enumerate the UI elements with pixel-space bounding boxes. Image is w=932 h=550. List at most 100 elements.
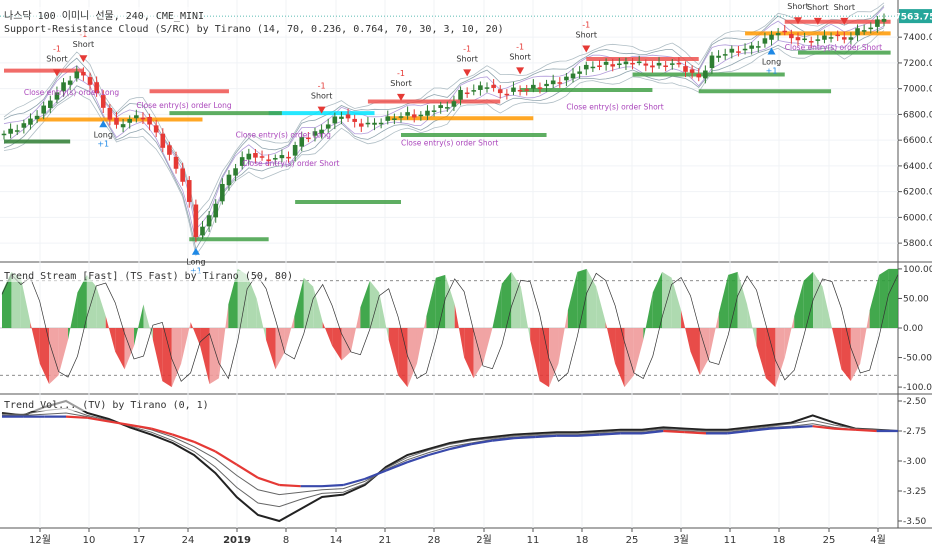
candle-body — [650, 65, 655, 68]
candle-body — [603, 61, 609, 65]
trend-vol-main-line — [535, 434, 557, 439]
trend-vol-series — [1, 399, 899, 523]
candle-body — [544, 83, 549, 87]
candle-body — [173, 156, 179, 169]
sr-levels — [4, 19, 891, 242]
candle-body — [186, 180, 192, 202]
candle-body — [167, 145, 172, 155]
short-arrow-icon — [79, 55, 88, 63]
signal-label: Short — [46, 54, 67, 63]
order-annotation: Close entry(s) order Short — [242, 159, 339, 168]
signal-delta: +1 — [97, 139, 109, 148]
symbol-legend[interactable]: 나스닥 100 이미니 선물, 240, CME_MINI — [4, 7, 205, 22]
candle-body — [709, 55, 715, 69]
trend-stream-area — [341, 328, 351, 361]
order-annotation: Close entry(s) order Short — [401, 138, 498, 147]
signal-delta: -1 — [582, 21, 590, 30]
candle-body — [808, 41, 814, 43]
trend-stream-area — [690, 328, 700, 376]
candle-body — [736, 51, 741, 53]
candle-body — [94, 82, 99, 94]
candle-body — [292, 144, 298, 156]
candle-body — [610, 64, 616, 67]
trend-stream-area — [369, 280, 380, 328]
trend-stream-signal-line — [1, 272, 899, 382]
tv-indicator-legend[interactable]: Trend Vol... (TV) by Tirano (0, 1) — [4, 400, 209, 411]
candle-body — [855, 28, 860, 36]
trend-vol-line — [2, 412, 898, 496]
candle-body — [517, 89, 523, 92]
trend-stream-area — [794, 280, 804, 328]
ts-indicator-legend[interactable]: Trend Stream [Fast] (TS Fast) by Tirano … — [4, 271, 293, 282]
y-tick-label: 6600.00 — [903, 136, 932, 146]
trend-stream-area — [303, 277, 314, 328]
candle-body — [266, 159, 271, 161]
candle-body — [484, 87, 490, 89]
trend-vol-main-line — [449, 443, 472, 451]
x-tick-label: 17 — [133, 535, 146, 546]
short-arrow-icon — [582, 45, 591, 53]
trend-vol-main-line — [129, 423, 152, 430]
candle-body — [669, 63, 675, 65]
candle-body — [405, 112, 410, 116]
candle-body — [775, 33, 781, 36]
candle-body — [107, 107, 113, 120]
trend-stream-area — [558, 310, 568, 364]
trend-stream-area — [39, 328, 50, 385]
candle-body — [511, 87, 516, 92]
y-tick-label: 5800.00 — [903, 239, 932, 249]
trend-vol-main-line — [321, 483, 344, 488]
candle-body — [100, 95, 106, 108]
trend-stream-area — [549, 328, 559, 388]
trend-vol-main-line — [812, 425, 835, 430]
candle-body — [630, 62, 635, 65]
candle-body — [325, 124, 331, 129]
trend-vol-main-line — [727, 429, 749, 435]
candle-body — [815, 39, 821, 41]
candle-body — [358, 123, 364, 127]
candle-body — [253, 153, 258, 158]
candle-body — [795, 37, 801, 41]
candle-body — [352, 118, 357, 122]
short-arrow-icon — [317, 106, 326, 114]
candle-body — [663, 65, 668, 67]
y-tick-label: 7400.00 — [903, 33, 932, 43]
candle-body — [848, 37, 854, 40]
candle-body — [789, 33, 794, 39]
trend-vol-main-line — [577, 433, 600, 437]
x-tick-label: 14 — [330, 535, 343, 546]
trend-vol-main-line — [833, 427, 856, 431]
long-arrow-icon — [767, 47, 776, 55]
candle-body — [213, 203, 219, 218]
candle-body — [74, 71, 80, 79]
trend-stream-area — [256, 298, 267, 340]
src-indicator-legend[interactable]: Support-Resistance Cloud (S/RC) by Tiran… — [4, 24, 504, 35]
candle-body — [802, 38, 807, 41]
signal-delta: +1 — [766, 67, 778, 76]
candle-body — [365, 122, 371, 125]
trend-stream-area — [115, 328, 125, 370]
trend-stream-area — [228, 268, 238, 328]
trend-vol-main-line — [236, 463, 259, 479]
trend-stream-area — [30, 322, 40, 364]
candle-body — [570, 73, 576, 79]
signal-delta: -1 — [814, 0, 822, 2]
price-badge — [899, 9, 932, 24]
signal-delta: -1 — [318, 82, 326, 91]
trend-vol-main-line — [471, 439, 493, 446]
trend-stream-area — [596, 286, 606, 328]
y-tick-label: -50.00 — [903, 354, 932, 364]
order-annotation: Close entry(s) order Short — [785, 43, 882, 52]
trend-stream-area — [483, 328, 493, 364]
candle-body — [272, 158, 278, 160]
signal-label: Short — [509, 52, 530, 61]
trend-stream-area — [784, 316, 795, 358]
candle-body — [398, 116, 404, 118]
short-arrow-icon — [463, 69, 472, 77]
candle-body — [193, 204, 199, 238]
candle-body — [822, 35, 827, 40]
x-tick-label: 11 — [527, 535, 540, 546]
trend-stream-area — [709, 313, 719, 358]
x-tick-label: 25 — [823, 535, 836, 546]
trend-stream-area — [162, 328, 172, 388]
